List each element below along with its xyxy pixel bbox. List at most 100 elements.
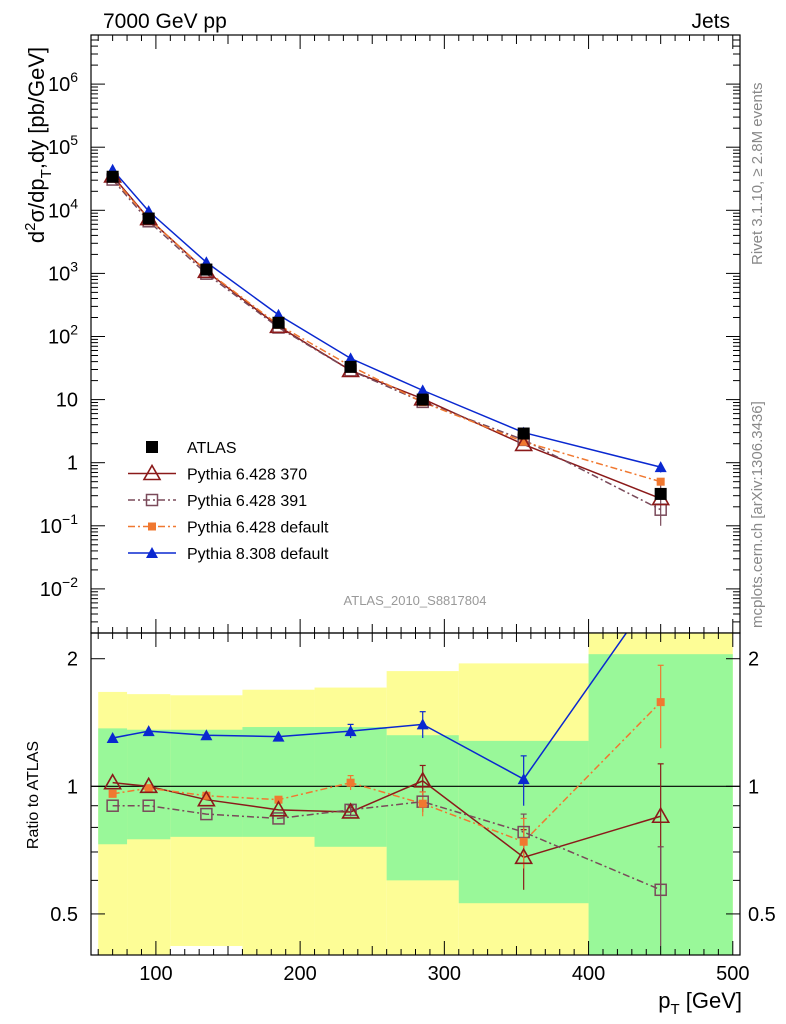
x-tick-label: 500 [716, 963, 749, 985]
legend-marker-p391 [145, 493, 159, 507]
x-tick-label: 300 [428, 963, 461, 985]
legend-entry-p391: Pythia 6.428 391 [128, 493, 307, 510]
ratio-x-ticks [97, 633, 734, 955]
point-atlas-0 [106, 170, 119, 183]
legend-entry-atlas: ATLAS [146, 440, 237, 457]
ratio-point-p391-2 [200, 807, 213, 821]
rivet-label: Rivet 3.1.10, ≥ 2.8M events [749, 83, 766, 266]
point-p370-6 [514, 434, 534, 452]
ratio-point-p6def-2 [202, 791, 211, 800]
legend-label-atlas: ATLAS [187, 440, 237, 457]
point-p8def-5 [416, 384, 429, 396]
y-tick-label: 105 [48, 132, 78, 159]
series-line-p8def [112, 169, 661, 468]
ratio-point-p8def-2 [200, 729, 213, 741]
y-tick-label: 10 [56, 390, 78, 412]
ratio-point-p6def-6 [519, 837, 528, 846]
header-right: Jets [691, 10, 730, 33]
ratio-point-p391-0 [106, 799, 119, 812]
main-frame [90, 34, 741, 634]
legend-label-p8def: Pythia 8.308 default [187, 546, 329, 563]
ratio-point-p391-7 [654, 883, 667, 897]
legend-label-p370: Pythia 6.428 370 [187, 467, 307, 484]
ratio-line-p6def [112, 701, 662, 843]
point-p8def-7 [654, 461, 667, 473]
ratio-point-p370-5 [413, 771, 433, 788]
analysis-label: ATLAS_2010_S8817804 [344, 593, 487, 608]
point-atlas-2 [200, 263, 213, 276]
ratio-point-p6def-3 [274, 795, 283, 804]
ratio-line-p8def [112, 633, 628, 781]
ratio-point-p370-4 [341, 802, 360, 819]
y-tick-label: 102 [48, 321, 78, 348]
x-axis-title: pT [GeV] [658, 988, 742, 1018]
legend-entry-p6def: Pythia 6.428 default [128, 520, 329, 537]
ratio-y-tick-label-right: 0.5 [748, 904, 776, 926]
y-tick-label: 10−1 [40, 511, 78, 538]
legend-marker-atlas [146, 441, 158, 453]
ratio-y-tick-label: 2 [67, 649, 78, 671]
ratio-point-p8def-5 [416, 718, 429, 730]
series-line-p391 [112, 179, 662, 511]
ratio-point-p391-1 [142, 799, 155, 812]
point-atlas-6 [517, 427, 530, 440]
point-atlas-3 [272, 316, 285, 329]
ratio-point-p8def-3 [272, 730, 285, 742]
main-series-lines [112, 169, 662, 526]
ratio-y-axis: 0.5 0.5 1 1 2 2 [50, 649, 776, 956]
x-tick-label: 200 [283, 963, 316, 985]
ratio-series-markers [103, 698, 671, 897]
ratio-point-p8def-6 [517, 773, 530, 785]
ratio-panel: 100 200 300 400 500 pT [GeV] 0.5 0.5 1 1 2 2 Ratio t… [25, 632, 776, 1018]
band-inner-2 [170, 729, 243, 837]
legend-marker-p6def [148, 522, 156, 531]
y-tick-label: 10−2 [40, 574, 78, 601]
y-tick-label: 106 [48, 69, 78, 96]
ratio-point-p391-3 [272, 812, 285, 825]
ratio-point-p370-0 [103, 773, 123, 790]
series-line-p370 [112, 175, 661, 500]
ratio-point-p6def-1 [144, 784, 153, 793]
ratio-point-p370-6 [514, 847, 534, 865]
ratio-line-p391 [112, 800, 661, 891]
ratio-point-p370-2 [196, 790, 216, 807]
ratio-y-tick-label: 0.5 [50, 904, 78, 926]
point-p6def-7 [656, 477, 665, 486]
point-p8def-4 [344, 352, 357, 364]
header-left: 7000 GeV pp [103, 10, 227, 33]
ratio-point-p370-3 [269, 800, 288, 817]
point-atlas-5 [416, 393, 429, 406]
x-tick-label: 100 [139, 963, 172, 985]
legend-label-p391: Pythia 6.428 391 [187, 493, 307, 510]
main-y-axis-title: d2σ/dpT,dy [pb/GeV] [22, 47, 55, 243]
mcplots-label: mcplots.cern.ch [arXiv:1306.3436] [749, 401, 766, 628]
ratio-y-tick-label-right: 2 [748, 649, 759, 671]
point-atlas-4 [344, 360, 357, 373]
uncertainty-bands [98, 633, 733, 955]
ratio-point-p8def-4 [344, 725, 357, 737]
legend-entry-p8def: Pythia 8.308 default [128, 546, 329, 563]
x-tick-label: 400 [572, 963, 605, 985]
legend-entry-p370: Pythia 6.428 370 [128, 463, 307, 484]
legend-label-p6def: Pythia 6.428 default [187, 520, 329, 537]
point-atlas-7 [654, 487, 667, 500]
y-tick-label: 1 [67, 453, 78, 475]
ratio-point-p370-1 [139, 776, 159, 794]
y-tick-label: 104 [48, 195, 78, 222]
legend: ATLAS Pythia 6.428 370 Pythia 6.428 391 Pyt… [128, 440, 329, 563]
band-inner-3 [242, 727, 315, 837]
ratio-point-p6def-5 [418, 799, 427, 808]
ratio-point-p391-6 [517, 825, 530, 839]
ratio-y-axis-title: Ratio to ATLAS [25, 741, 42, 849]
main-series-markers [103, 163, 671, 516]
main-x-ticks [97, 35, 734, 633]
ratio-point-p8def-1 [142, 725, 155, 737]
series-line-p6def [112, 177, 661, 483]
ratio-point-p6def-7 [656, 698, 665, 707]
ratio-point-p8def-0 [106, 732, 119, 744]
y-tick-label: 103 [48, 258, 78, 285]
ratio-y-tick-label-right: 1 [748, 776, 759, 798]
